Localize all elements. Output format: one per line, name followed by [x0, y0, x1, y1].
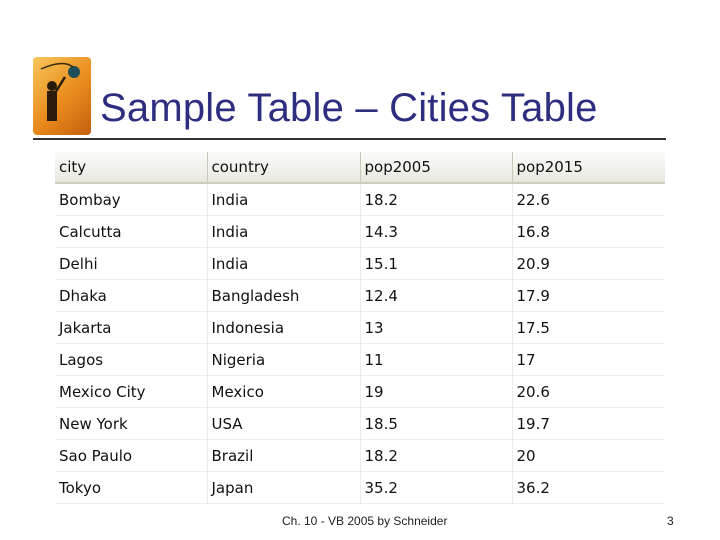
cell-country[interactable]: Indonesia	[207, 311, 361, 344]
title-divider	[33, 138, 666, 140]
cell-city[interactable]: Mexico City	[55, 375, 208, 408]
cell-pop2015[interactable]: 20.6	[512, 375, 665, 408]
column-header-city[interactable]: city	[55, 152, 208, 184]
cell-country[interactable]: Brazil	[207, 439, 361, 472]
cell-pop2015[interactable]: 20.9	[512, 247, 665, 280]
cell-pop2015[interactable]: 36.2	[512, 471, 665, 504]
cell-city[interactable]: Delhi	[55, 247, 208, 280]
table-row[interactable]: Mexico City Mexico 19 20.6	[55, 375, 665, 408]
cell-country[interactable]: Nigeria	[207, 343, 361, 376]
cell-country[interactable]: India	[207, 247, 361, 280]
cell-city[interactable]: Bombay	[55, 183, 208, 216]
cell-country[interactable]: Japan	[207, 471, 361, 504]
cell-city[interactable]: Tokyo	[55, 471, 208, 504]
table-row[interactable]: Sao Paulo Brazil 18.2 20	[55, 439, 665, 472]
cell-city[interactable]: New York	[55, 407, 208, 440]
column-header-pop2005[interactable]: pop2005	[360, 152, 513, 184]
table-row[interactable]: Delhi India 15.1 20.9	[55, 247, 665, 280]
cell-country[interactable]: India	[207, 183, 361, 216]
cell-pop2005[interactable]: 18.2	[360, 439, 513, 472]
cell-country[interactable]: USA	[207, 407, 361, 440]
table-row[interactable]: Dhaka Bangladesh 12.4 17.9	[55, 279, 665, 312]
cell-country[interactable]: India	[207, 215, 361, 248]
table-row[interactable]: Tokyo Japan 35.2 36.2	[55, 471, 665, 504]
cities-table-grid: city country pop2005 pop2015 Bombay Indi…	[55, 152, 665, 504]
table-row[interactable]: New York USA 18.5 19.7	[55, 407, 665, 440]
cell-city[interactable]: Jakarta	[55, 311, 208, 344]
cell-pop2005[interactable]: 12.4	[360, 279, 513, 312]
golfer-logo-icon	[33, 57, 91, 135]
table-row[interactable]: Lagos Nigeria 11 17	[55, 343, 665, 376]
cell-city[interactable]: Lagos	[55, 343, 208, 376]
cell-pop2005[interactable]: 13	[360, 311, 513, 344]
cell-pop2005[interactable]: 14.3	[360, 215, 513, 248]
cell-pop2015[interactable]: 19.7	[512, 407, 665, 440]
column-header-country[interactable]: country	[207, 152, 361, 184]
cell-pop2005[interactable]: 18.5	[360, 407, 513, 440]
cell-pop2005[interactable]: 18.2	[360, 183, 513, 216]
cell-city[interactable]: Calcutta	[55, 215, 208, 248]
cell-pop2015[interactable]: 22.6	[512, 183, 665, 216]
cell-pop2005[interactable]: 11	[360, 343, 513, 376]
page-number: 3	[667, 514, 674, 528]
cell-pop2005[interactable]: 19	[360, 375, 513, 408]
table-row[interactable]: Calcutta India 14.3 16.8	[55, 215, 665, 248]
column-header-pop2015[interactable]: pop2015	[512, 152, 665, 184]
cell-city[interactable]: Dhaka	[55, 279, 208, 312]
cell-pop2015[interactable]: 17.9	[512, 279, 665, 312]
cell-pop2015[interactable]: 17	[512, 343, 665, 376]
table-row[interactable]: Bombay India 18.2 22.6	[55, 183, 665, 216]
slide-title: Sample Table – Cities Table	[100, 86, 598, 130]
cell-pop2005[interactable]: 35.2	[360, 471, 513, 504]
table-row[interactable]: Jakarta Indonesia 13 17.5	[55, 311, 665, 344]
cities-table: city country pop2005 pop2015 Bombay Indi…	[55, 152, 665, 504]
cell-country[interactable]: Mexico	[207, 375, 361, 408]
cell-city[interactable]: Sao Paulo	[55, 439, 208, 472]
cell-country[interactable]: Bangladesh	[207, 279, 361, 312]
cell-pop2015[interactable]: 20	[512, 439, 665, 472]
cell-pop2015[interactable]: 17.5	[512, 311, 665, 344]
cell-pop2005[interactable]: 15.1	[360, 247, 513, 280]
cell-pop2015[interactable]: 16.8	[512, 215, 665, 248]
slide-footer: Ch. 10 - VB 2005 by Schneider	[282, 514, 448, 528]
table-header-row: city country pop2005 pop2015	[55, 152, 665, 184]
